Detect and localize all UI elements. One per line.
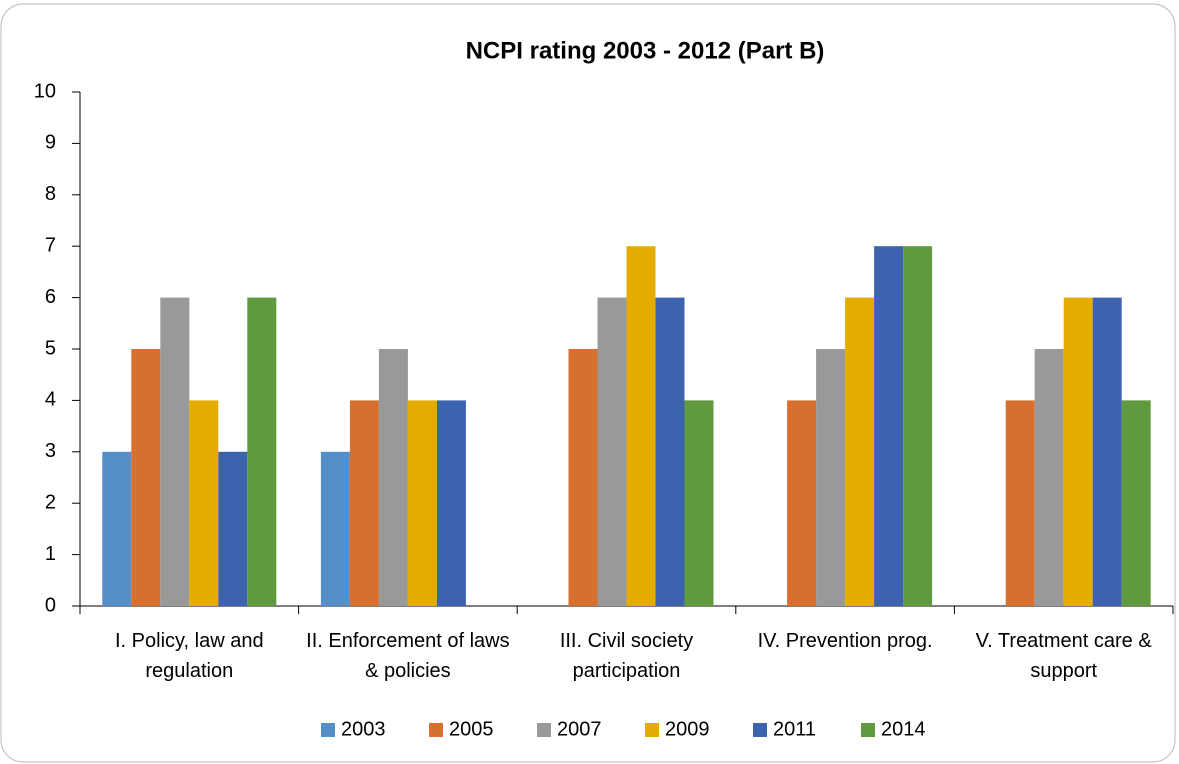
- y-tick-label: 9: [45, 132, 56, 154]
- bar: [320, 451, 350, 606]
- x-tick-label: V. Treatment care & support: [975, 630, 1152, 682]
- bar: [597, 297, 627, 606]
- y-tick-label: 8: [45, 183, 56, 205]
- y-tick-label: 6: [45, 286, 56, 308]
- legend-label: 2014: [881, 718, 926, 740]
- x-tick-label: IV. Prevention prog.: [757, 630, 933, 652]
- bar: [218, 451, 248, 606]
- legend-swatch: [645, 723, 659, 737]
- y-tick-label: 0: [45, 594, 56, 616]
- bar: [655, 297, 685, 606]
- legend-label: 2009: [665, 718, 710, 740]
- legend-label: 2005: [449, 718, 494, 740]
- legend-label: 2011: [773, 718, 816, 740]
- bar: [1063, 297, 1093, 606]
- bar: [378, 349, 408, 606]
- legend-swatch: [321, 723, 335, 737]
- bar: [407, 400, 437, 606]
- x-tick-label: II. Enforcement of laws & policies: [306, 630, 510, 682]
- bar: [816, 349, 846, 606]
- bar: [1121, 400, 1151, 606]
- bar: [845, 297, 875, 606]
- legend-swatch: [537, 723, 551, 737]
- y-tick-label: 1: [45, 543, 56, 565]
- y-tick-label: 10: [34, 80, 56, 102]
- bar: [1005, 400, 1035, 606]
- bar: [903, 246, 933, 606]
- y-tick-label: 3: [45, 440, 56, 462]
- bar: [684, 400, 714, 606]
- y-tick-label: 7: [45, 234, 56, 256]
- bar: [436, 400, 466, 606]
- legend-swatch: [861, 723, 875, 737]
- bar: [1092, 297, 1122, 606]
- x-tick-label: III. Civil society participation: [559, 630, 694, 682]
- bar: [568, 349, 598, 606]
- legend-swatch: [429, 723, 443, 737]
- bar: [626, 246, 656, 606]
- bar: [247, 297, 277, 606]
- bar: [874, 246, 904, 606]
- bar: [189, 400, 219, 606]
- legend-label: 2003: [341, 718, 386, 740]
- bar: [102, 451, 132, 606]
- y-tick-label: 2: [45, 491, 56, 513]
- chart-title: NCPI rating 2003 - 2012 (Part B): [466, 37, 825, 64]
- legend-label: 2007: [557, 718, 602, 740]
- legend-swatch: [753, 723, 767, 737]
- bar: [787, 400, 817, 606]
- bar: [160, 297, 190, 606]
- bar: [131, 349, 161, 606]
- bar: [1034, 349, 1064, 606]
- y-tick-label: 5: [45, 337, 56, 359]
- x-tick-label: I. Policy, law and regulation: [115, 630, 264, 682]
- y-tick-label: 4: [45, 389, 56, 411]
- bar: [349, 400, 379, 606]
